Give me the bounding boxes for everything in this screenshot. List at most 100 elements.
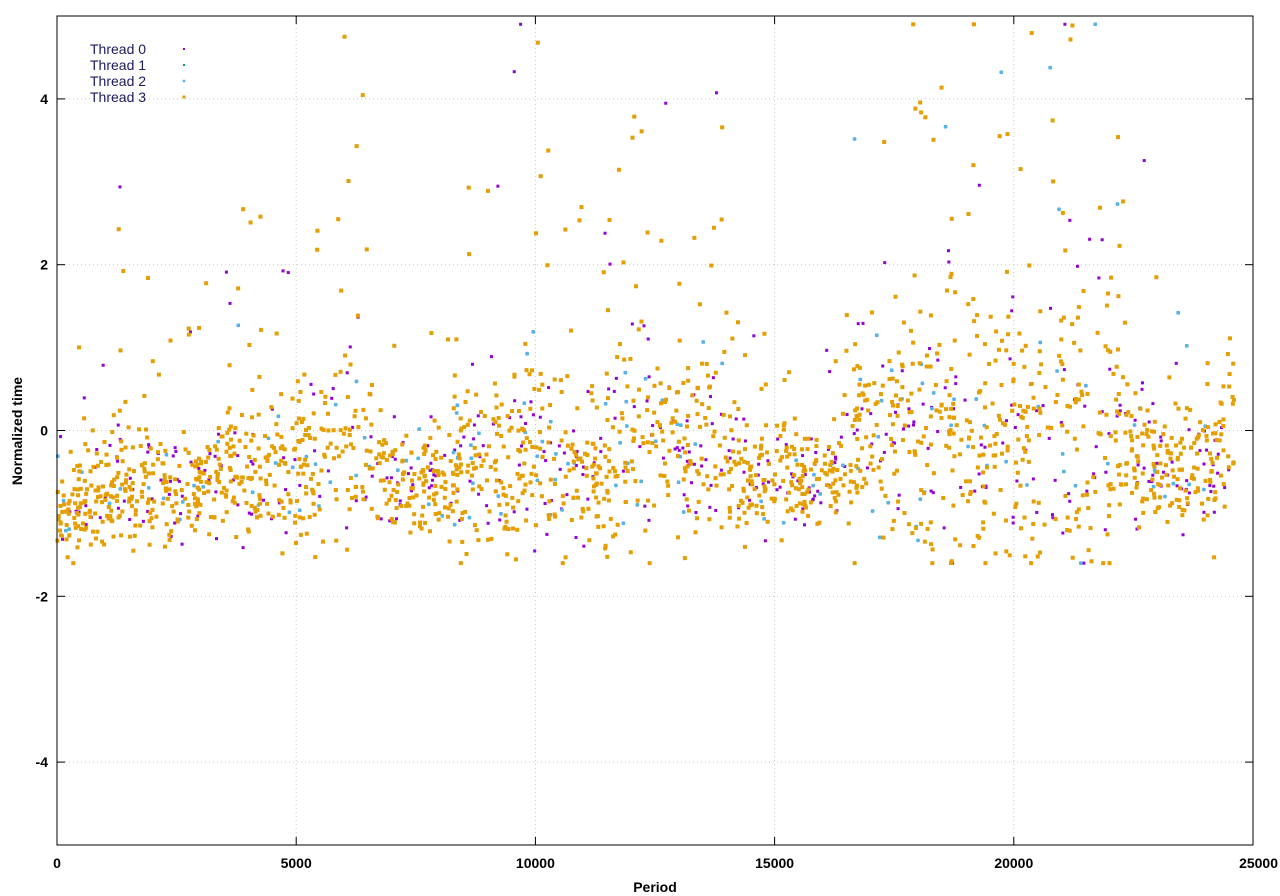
data-point <box>470 362 474 366</box>
data-point <box>233 431 237 435</box>
grid-lines <box>57 16 1253 845</box>
data-point <box>900 369 904 373</box>
data-point <box>489 355 493 359</box>
data-point <box>727 449 731 453</box>
data-point <box>98 516 102 520</box>
data-point <box>174 449 178 453</box>
data-point <box>426 444 430 448</box>
data-point <box>734 417 738 421</box>
data-point <box>1050 513 1054 517</box>
data-point <box>613 416 617 420</box>
data-point <box>95 447 99 451</box>
data-point <box>801 507 805 511</box>
data-point <box>197 466 201 470</box>
data-point <box>512 510 516 514</box>
data-point <box>1010 309 1014 313</box>
data-point <box>1041 404 1045 408</box>
data-point <box>1216 471 1220 475</box>
data-point <box>59 435 63 439</box>
data-point <box>638 445 642 449</box>
data-point <box>947 249 951 253</box>
data-point <box>1175 484 1179 488</box>
data-point <box>608 262 612 266</box>
data-point <box>1147 420 1151 424</box>
data-point <box>169 479 173 483</box>
data-point <box>825 348 829 352</box>
data-point <box>819 501 823 505</box>
data-point <box>742 470 746 474</box>
data-point <box>1198 449 1202 453</box>
data-point <box>651 424 655 428</box>
data-point <box>963 398 967 402</box>
data-point <box>1151 473 1155 477</box>
data-point <box>839 435 843 439</box>
data-point <box>512 70 516 74</box>
data-point <box>128 476 132 480</box>
data-point <box>1059 421 1063 425</box>
data-point <box>543 502 547 506</box>
data-point <box>1088 237 1092 241</box>
data-point <box>486 521 490 525</box>
data-point <box>236 503 240 507</box>
data-point <box>801 454 805 458</box>
data-point <box>926 446 930 450</box>
data-point <box>180 494 184 498</box>
data-point <box>869 412 873 416</box>
data-point <box>775 488 779 492</box>
data-points <box>55 22 1236 566</box>
data-point <box>1097 276 1101 280</box>
data-point <box>345 526 349 530</box>
data-point <box>685 419 689 423</box>
data-point <box>766 459 770 463</box>
data-point <box>331 387 335 391</box>
data-point <box>699 444 703 448</box>
data-point <box>224 270 228 274</box>
data-point <box>1140 381 1144 385</box>
data-point <box>715 91 719 95</box>
data-point <box>803 523 807 527</box>
data-point <box>217 432 221 436</box>
data-point <box>645 399 649 403</box>
data-point <box>599 436 603 440</box>
data-point <box>809 437 813 441</box>
data-point <box>1013 425 1017 429</box>
data-point <box>214 537 218 541</box>
data-point <box>116 423 120 427</box>
data-point <box>1031 477 1035 481</box>
data-point <box>1136 463 1140 467</box>
data-point <box>557 444 561 448</box>
data-point <box>1082 561 1086 565</box>
data-point <box>1209 489 1213 493</box>
data-point <box>901 427 905 431</box>
data-point <box>1083 404 1087 408</box>
data-point <box>1094 445 1098 449</box>
data-point <box>369 435 373 439</box>
data-point <box>562 451 566 455</box>
data-point <box>1174 361 1178 365</box>
data-point <box>1053 478 1057 482</box>
data-point <box>1202 510 1206 514</box>
data-point <box>687 450 691 454</box>
data-point <box>159 478 163 482</box>
data-point <box>714 508 718 512</box>
data-point <box>1011 521 1015 525</box>
data-point <box>529 400 533 404</box>
data-point <box>728 456 732 460</box>
data-point <box>1085 489 1089 493</box>
data-point <box>525 507 529 511</box>
data-point <box>389 476 393 480</box>
data-point <box>249 460 253 464</box>
data-point <box>1187 491 1191 495</box>
data-point <box>947 260 951 264</box>
data-point <box>544 459 548 463</box>
data-point <box>547 386 551 390</box>
data-point <box>398 499 402 503</box>
data-point <box>710 422 714 426</box>
data-point <box>1051 516 1055 520</box>
data-point <box>954 375 958 379</box>
data-point <box>1140 387 1144 391</box>
data-point <box>565 493 569 497</box>
data-point <box>647 518 651 522</box>
data-point <box>814 451 818 455</box>
data-point <box>685 459 689 463</box>
